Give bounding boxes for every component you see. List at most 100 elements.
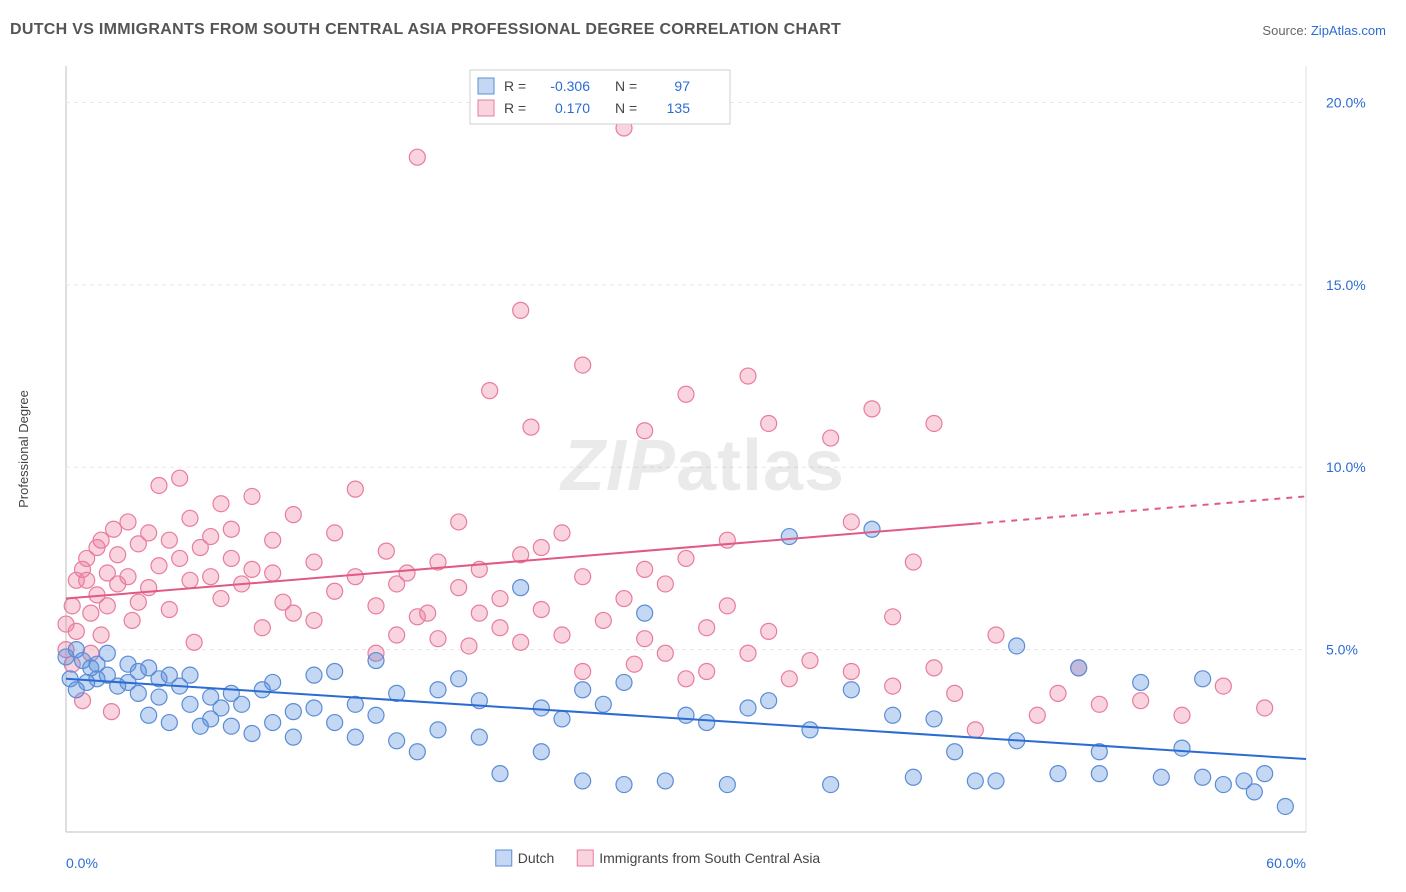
data-point	[740, 700, 756, 716]
data-point	[1174, 740, 1190, 756]
data-point	[823, 777, 839, 793]
data-point	[575, 569, 591, 585]
data-point	[616, 674, 632, 690]
data-point	[678, 707, 694, 723]
data-point	[637, 631, 653, 647]
data-point	[740, 368, 756, 384]
data-point	[699, 664, 715, 680]
source-link[interactable]: ZipAtlas.com	[1311, 23, 1386, 38]
data-point	[885, 609, 901, 625]
data-point	[533, 601, 549, 617]
data-point	[234, 696, 250, 712]
data-point	[389, 627, 405, 643]
data-point	[327, 664, 343, 680]
data-point	[967, 773, 983, 789]
data-point	[513, 580, 529, 596]
legend-N-value: 135	[667, 100, 691, 116]
header-bar: DUTCH VS IMMIGRANTS FROM SOUTH CENTRAL A…	[0, 0, 1406, 50]
data-point	[124, 612, 140, 628]
data-point	[843, 514, 859, 530]
bottom-legend-label: Immigrants from South Central Asia	[599, 850, 820, 866]
data-point	[213, 700, 229, 716]
data-point	[492, 620, 508, 636]
data-point	[120, 514, 136, 530]
data-point	[83, 605, 99, 621]
data-point	[1257, 766, 1273, 782]
data-point	[430, 631, 446, 647]
y-tick-label: 20.0%	[1326, 94, 1366, 110]
data-point	[864, 521, 880, 537]
bottom-legend-swatch	[496, 850, 512, 866]
data-point	[430, 722, 446, 738]
data-point	[182, 510, 198, 526]
data-point	[492, 766, 508, 782]
data-point	[93, 627, 109, 643]
data-point	[471, 729, 487, 745]
data-point	[988, 627, 1004, 643]
data-point	[595, 696, 611, 712]
data-point	[1195, 671, 1211, 687]
data-point	[1009, 638, 1025, 654]
data-point	[947, 685, 963, 701]
data-point	[575, 357, 591, 373]
data-point	[161, 601, 177, 617]
data-point	[616, 777, 632, 793]
data-point	[306, 554, 322, 570]
data-point	[1246, 784, 1262, 800]
data-point	[699, 715, 715, 731]
data-point	[1050, 685, 1066, 701]
data-point	[926, 660, 942, 676]
data-point	[451, 514, 467, 530]
trend-line	[66, 679, 1306, 759]
data-point	[761, 623, 777, 639]
data-point	[657, 645, 673, 661]
data-point	[327, 715, 343, 731]
data-point	[161, 715, 177, 731]
legend-R-label: R =	[504, 100, 526, 116]
data-point	[843, 682, 859, 698]
data-point	[285, 507, 301, 523]
data-point	[103, 704, 119, 720]
data-point	[223, 521, 239, 537]
data-point	[575, 664, 591, 680]
data-point	[399, 565, 415, 581]
data-point	[265, 715, 281, 731]
plot-area: 5.0%10.0%15.0%20.0%0.0%60.0%Professional…	[10, 50, 1396, 882]
data-point	[554, 525, 570, 541]
data-point	[347, 481, 363, 497]
data-point	[223, 718, 239, 734]
data-point	[1174, 707, 1190, 723]
data-point	[106, 521, 122, 537]
data-point	[141, 580, 157, 596]
data-point	[265, 532, 281, 548]
data-point	[244, 726, 260, 742]
legend-R-value: -0.306	[550, 78, 590, 94]
data-point	[492, 591, 508, 607]
data-point	[626, 656, 642, 672]
data-point	[1215, 678, 1231, 694]
data-point	[513, 302, 529, 318]
data-point	[420, 605, 436, 621]
data-point	[409, 149, 425, 165]
data-point	[347, 569, 363, 585]
data-point	[719, 777, 735, 793]
data-point	[575, 682, 591, 698]
data-point	[451, 580, 467, 596]
data-point	[823, 430, 839, 446]
chart-title: DUTCH VS IMMIGRANTS FROM SOUTH CENTRAL A…	[10, 21, 841, 39]
data-point	[110, 547, 126, 563]
data-point	[802, 722, 818, 738]
data-point	[657, 576, 673, 592]
data-point	[285, 605, 301, 621]
data-point	[657, 773, 673, 789]
data-point	[740, 645, 756, 661]
source-label: Source: ZipAtlas.com	[1262, 23, 1386, 38]
data-point	[327, 525, 343, 541]
data-point	[265, 674, 281, 690]
data-point	[213, 591, 229, 607]
data-point	[409, 744, 425, 760]
data-point	[802, 653, 818, 669]
data-point	[926, 415, 942, 431]
data-point	[554, 711, 570, 727]
data-point	[389, 733, 405, 749]
